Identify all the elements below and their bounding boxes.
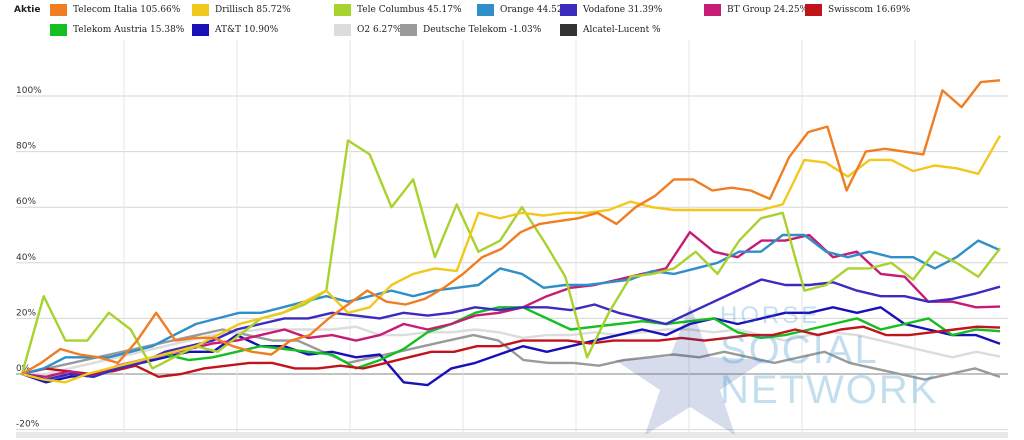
legend-item-drillisch[interactable]: Drillisch 85.72% — [192, 2, 291, 18]
legend-swatch — [192, 24, 209, 36]
legend-label: Swisscom 16.69% — [828, 5, 911, 15]
legend-item-telecom-italia[interactable]: Telecom Italia 105.66% — [50, 2, 180, 18]
y-tick-label: 100% — [16, 86, 42, 96]
legend-swatch — [400, 24, 417, 36]
y-tick-label: 60% — [16, 197, 36, 207]
legend-swatch — [805, 4, 822, 16]
legend-swatch — [50, 24, 67, 36]
legend-label: Deutsche Telekom -1.03% — [423, 25, 542, 35]
legend-heading: Aktie — [14, 5, 41, 15]
legend-swatch — [560, 24, 577, 36]
series-line-orange[interactable] — [21, 233, 1001, 376]
legend-item-bt-group[interactable]: BT Group 24.25% — [704, 2, 808, 18]
y-tick-label: -20% — [16, 420, 40, 430]
legend-label: O2 6.27% — [357, 25, 402, 35]
legend-swatch — [477, 4, 494, 16]
series-line-telecom-italia[interactable] — [21, 79, 1001, 376]
legend-item-vodafone[interactable]: Vodafone 31.39% — [560, 2, 662, 18]
series-line-swisscom[interactable] — [21, 325, 1001, 378]
legend-item-telekom-austria[interactable]: Telekom Austria 15.38% — [50, 22, 184, 38]
legend-label: Tele Columbus 45.17% — [357, 5, 462, 15]
series-line-vodafone[interactable] — [21, 278, 1001, 381]
legend-item-alcatel-lucent[interactable]: Alcatel-Lucent % — [560, 22, 661, 38]
legend-item-tele-columbus[interactable]: Tele Columbus 45.17% — [334, 2, 462, 18]
legend-label: Orange 44.52% — [500, 5, 572, 15]
legend-label: BT Group 24.25% — [727, 5, 809, 15]
series-line-drillisch[interactable] — [21, 135, 1002, 384]
legend-label: Alcatel-Lucent % — [583, 25, 661, 35]
y-tick-label: 20% — [16, 308, 36, 318]
legend-label: Vodafone 31.39% — [583, 5, 663, 15]
legend-label: AT&T 10.90% — [215, 25, 279, 35]
legend-swatch — [560, 4, 577, 16]
legend-item-orange[interactable]: Orange 44.52% — [477, 2, 571, 18]
legend-label: Telekom Austria 15.38% — [73, 25, 185, 35]
series-line-o2[interactable] — [22, 325, 1001, 376]
legend-swatch — [704, 4, 721, 16]
series-line-telekom-austria[interactable] — [21, 306, 1001, 381]
legend-swatch — [334, 4, 351, 16]
legend-item-o2[interactable]: O2 6.27% — [334, 22, 402, 38]
legend-label: Telecom Italia 105.66% — [73, 5, 181, 15]
legend-swatch — [334, 24, 351, 36]
series-line-tele-columbus[interactable] — [20, 139, 1001, 375]
legend-item-deutsche-telekom[interactable]: Deutsche Telekom -1.03% — [400, 22, 541, 38]
y-tick-label: 40% — [16, 253, 36, 263]
y-tick-label: 80% — [16, 142, 36, 152]
x-axis-strip — [16, 432, 1008, 438]
chart-legend: Aktie Telecom Italia 105.66% Drillisch 85… — [0, 0, 1024, 44]
legend-item-swisscom[interactable]: Swisscom 16.69% — [805, 2, 910, 18]
legend-label: Drillisch 85.72% — [215, 5, 291, 15]
legend-swatch — [50, 4, 67, 16]
legend-item-at-t[interactable]: AT&T 10.90% — [192, 22, 278, 38]
legend-swatch — [192, 4, 209, 16]
